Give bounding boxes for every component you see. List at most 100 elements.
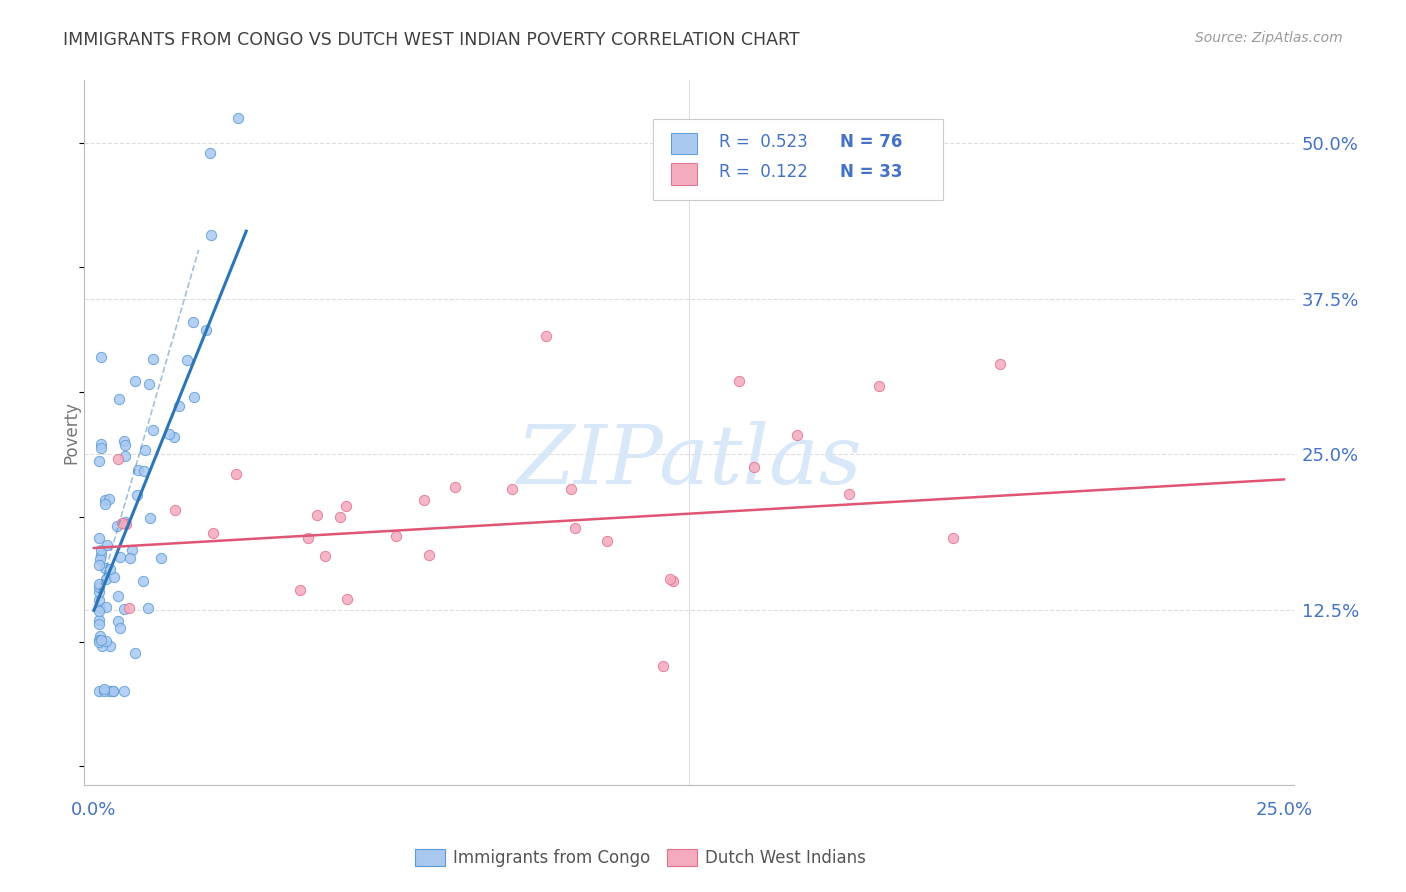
- Point: [138, 376, 160, 391]
- Point: [564, 521, 586, 535]
- Point: [134, 442, 156, 457]
- Point: [181, 315, 204, 329]
- Point: [94, 634, 117, 648]
- Text: R =  0.523: R = 0.523: [720, 133, 808, 151]
- Point: [114, 516, 136, 531]
- Point: [87, 576, 110, 591]
- Point: [90, 632, 112, 647]
- Text: R =  0.122: R = 0.122: [720, 163, 808, 181]
- Point: [112, 684, 135, 698]
- Point: [87, 592, 110, 607]
- Point: [418, 549, 440, 563]
- Point: [97, 492, 120, 507]
- Point: [501, 483, 523, 497]
- Text: N = 76: N = 76: [841, 133, 903, 151]
- Point: [742, 459, 765, 474]
- Point: [838, 487, 860, 501]
- Text: ZIPatlas: ZIPatlas: [516, 421, 862, 500]
- Point: [335, 499, 357, 513]
- Point: [107, 392, 129, 407]
- FancyBboxPatch shape: [652, 119, 943, 200]
- Point: [96, 538, 118, 552]
- Point: [142, 351, 165, 366]
- Point: [127, 488, 149, 502]
- Point: [114, 515, 136, 529]
- Point: [183, 390, 205, 404]
- Point: [89, 629, 111, 643]
- Point: [87, 585, 110, 599]
- Point: [124, 374, 146, 388]
- Point: [94, 497, 117, 511]
- Point: [87, 613, 110, 627]
- Point: [87, 454, 110, 468]
- Point: [87, 531, 110, 545]
- Point: [101, 684, 124, 698]
- Point: [534, 329, 557, 343]
- Point: [226, 111, 249, 125]
- Point: [90, 543, 112, 558]
- Point: [90, 442, 112, 456]
- Point: [384, 529, 406, 543]
- Legend: Immigrants from Congo, Dutch West Indians: Immigrants from Congo, Dutch West Indian…: [408, 843, 873, 874]
- Point: [132, 463, 155, 477]
- Point: [163, 430, 186, 444]
- Text: IMMIGRANTS FROM CONGO VS DUTCH WEST INDIAN POVERTY CORRELATION CHART: IMMIGRANTS FROM CONGO VS DUTCH WEST INDI…: [63, 31, 800, 49]
- Point: [329, 510, 352, 524]
- Point: [94, 493, 117, 508]
- Point: [136, 601, 159, 615]
- Point: [89, 551, 111, 566]
- Point: [290, 582, 312, 597]
- Point: [87, 604, 110, 618]
- FancyBboxPatch shape: [671, 163, 697, 185]
- Point: [127, 463, 149, 477]
- Point: [93, 681, 115, 696]
- Point: [112, 602, 135, 616]
- Point: [87, 616, 110, 631]
- Point: [662, 574, 685, 588]
- FancyBboxPatch shape: [671, 133, 697, 154]
- Point: [108, 621, 131, 635]
- Point: [114, 449, 136, 463]
- Point: [107, 589, 129, 603]
- Point: [103, 570, 125, 584]
- Point: [988, 357, 1011, 371]
- Point: [163, 502, 186, 516]
- Point: [94, 572, 117, 586]
- Point: [225, 467, 247, 482]
- Point: [93, 684, 115, 698]
- Point: [117, 601, 139, 615]
- Text: N = 33: N = 33: [841, 163, 903, 181]
- Point: [89, 601, 111, 615]
- Point: [103, 684, 125, 698]
- Text: Source: ZipAtlas.com: Source: ZipAtlas.com: [1195, 31, 1343, 45]
- Point: [314, 549, 336, 563]
- Point: [786, 428, 808, 442]
- Point: [652, 659, 675, 673]
- Point: [868, 379, 890, 393]
- Point: [157, 427, 180, 442]
- Point: [112, 434, 135, 449]
- Point: [336, 591, 359, 606]
- Point: [139, 511, 162, 525]
- Point: [201, 526, 224, 541]
- Point: [111, 516, 134, 530]
- Point: [124, 646, 146, 660]
- Point: [596, 533, 619, 548]
- Point: [727, 375, 749, 389]
- Point: [443, 480, 465, 494]
- Point: [87, 632, 110, 647]
- Point: [90, 639, 112, 653]
- Point: [121, 543, 143, 558]
- Y-axis label: Poverty: Poverty: [62, 401, 80, 464]
- Point: [110, 549, 132, 564]
- Point: [176, 352, 198, 367]
- Point: [942, 531, 965, 545]
- Point: [297, 531, 319, 545]
- Point: [98, 639, 121, 653]
- Point: [90, 350, 112, 364]
- Point: [149, 551, 172, 566]
- Point: [90, 437, 112, 451]
- Point: [96, 599, 118, 614]
- Point: [200, 227, 222, 242]
- Point: [142, 423, 165, 437]
